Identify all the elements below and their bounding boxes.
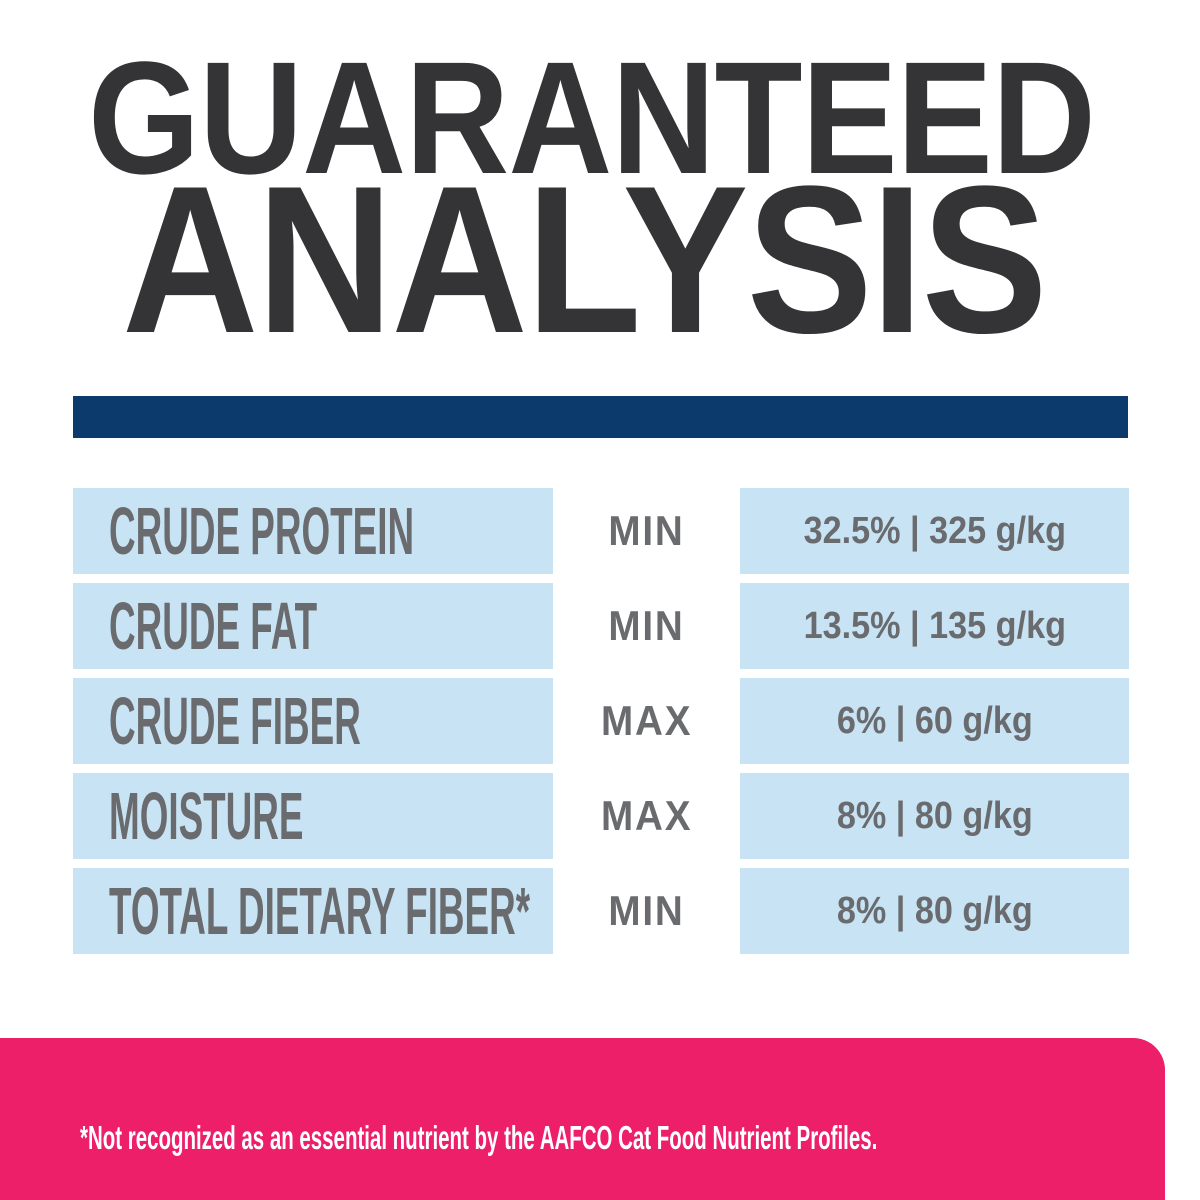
analysis-table: CRUDE PROTEIN MIN 32.5% | 325 g/kg CRUDE…: [73, 488, 1129, 954]
divider-bar: [73, 396, 1128, 438]
value-cell: 13.5% | 135 g/kg: [740, 583, 1129, 669]
nutrient-label: TOTAL DIETARY FIBER*: [109, 873, 531, 949]
basis-cell: MIN: [553, 583, 740, 669]
table-row: CRUDE PROTEIN MIN 32.5% | 325 g/kg: [73, 488, 1129, 574]
nutrient-cell: TOTAL DIETARY FIBER*: [73, 868, 553, 954]
table-row: TOTAL DIETARY FIBER* MIN 8% | 80 g/kg: [73, 868, 1129, 954]
value-label: 13.5% | 135 g/kg: [803, 604, 1066, 647]
value-cell: 8% | 80 g/kg: [740, 868, 1129, 954]
value-label: 8% | 80 g/kg: [836, 794, 1033, 837]
page-title-line-2: ANALYSIS: [122, 142, 1048, 377]
nutrient-cell: MOISTURE: [73, 773, 553, 859]
nutrient-label: CRUDE FIBER: [109, 683, 361, 759]
value-cell: 32.5% | 325 g/kg: [740, 488, 1129, 574]
value-label: 32.5% | 325 g/kg: [803, 509, 1066, 552]
table-row: CRUDE FIBER MAX 6% | 60 g/kg: [73, 678, 1129, 764]
nutrient-label: MOISTURE: [109, 778, 304, 854]
basis-label: MAX: [600, 697, 693, 744]
page-title-line-1: GUARANTEED: [88, 28, 1096, 207]
basis-cell: MIN: [553, 488, 740, 574]
basis-cell: MAX: [553, 678, 740, 764]
footer-bar: *Not recognized as an essential nutrient…: [0, 1038, 1165, 1200]
basis-label: MIN: [608, 602, 685, 649]
basis-label: MIN: [608, 507, 685, 554]
nutrient-label: CRUDE FAT: [109, 588, 318, 664]
nutrient-cell: CRUDE FAT: [73, 583, 553, 669]
basis-label: MIN: [608, 887, 685, 934]
footnote-text: *Not recognized as an essential nutrient…: [80, 1119, 878, 1156]
basis-cell: MAX: [553, 773, 740, 859]
nutrient-cell: CRUDE PROTEIN: [73, 488, 553, 574]
nutrient-label: CRUDE PROTEIN: [109, 493, 415, 569]
basis-cell: MIN: [553, 868, 740, 954]
basis-label: MAX: [600, 792, 693, 839]
value-cell: 8% | 80 g/kg: [740, 773, 1129, 859]
nutrient-cell: CRUDE FIBER: [73, 678, 553, 764]
table-row: CRUDE FAT MIN 13.5% | 135 g/kg: [73, 583, 1129, 669]
table-row: MOISTURE MAX 8% | 80 g/kg: [73, 773, 1129, 859]
value-label: 8% | 80 g/kg: [836, 889, 1033, 932]
value-label: 6% | 60 g/kg: [836, 699, 1033, 742]
value-cell: 6% | 60 g/kg: [740, 678, 1129, 764]
